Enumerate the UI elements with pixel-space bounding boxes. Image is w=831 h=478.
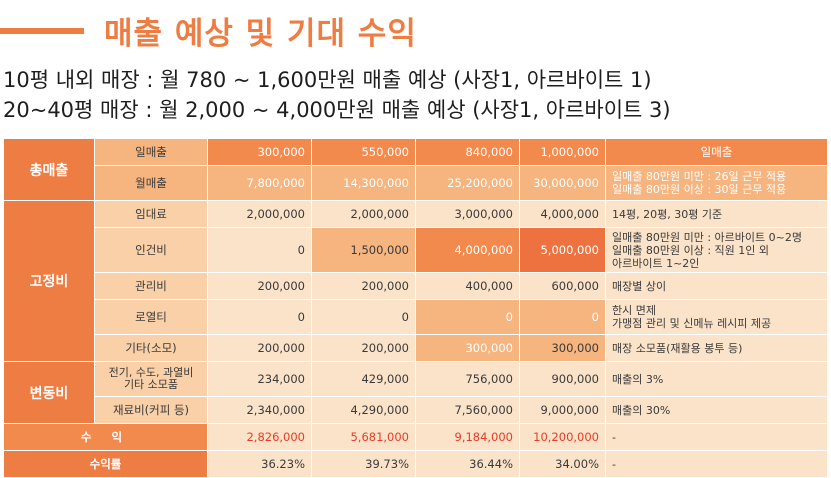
cell: 0 xyxy=(207,227,312,273)
cell: 2,826,000 xyxy=(207,423,312,451)
row-monthly-sales: 월매출 7,800,000 14,300,000 25,200,000 30,0… xyxy=(4,165,828,201)
cell: 3,000,000 xyxy=(415,200,520,228)
row-label: 일매출 xyxy=(94,138,208,166)
cell: 0 xyxy=(311,299,416,335)
cell: 5,000,000 xyxy=(519,227,606,273)
row-materials: 재료비(커피 등) 2,340,000 4,290,000 7,560,000 … xyxy=(4,396,828,424)
cell: 300,000 xyxy=(415,334,520,362)
row-other: 기타(소모) 200,000 200,000 300,000 300,000 매… xyxy=(4,334,828,362)
note-cell: 일매출 80만원 미만 : 아르바이트 0~2명 일매출 80만원 이상 : 직… xyxy=(605,227,828,273)
row-management: 관리비 200,000 200,000 400,000 600,000 매장별 … xyxy=(4,272,828,300)
title-accent-bar xyxy=(0,28,84,34)
cell: 4,000,000 xyxy=(415,227,520,273)
note-cell: 매장별 상이 xyxy=(605,272,828,300)
row-label: 관리비 xyxy=(94,272,208,300)
row-rent: 고정비 임대료 2,000,000 2,000,000 3,000,000 4,… xyxy=(3,200,828,362)
cell: 1,500,000 xyxy=(311,227,416,273)
row-label: 월매출 xyxy=(94,165,208,201)
cell: 36.23% xyxy=(207,450,312,478)
cell: 900,000 xyxy=(519,361,606,397)
row-daily-sales: 총매출 일매출 300,000 550,000 840,000 1,000,00… xyxy=(3,138,828,201)
note-cell: 매출의 3% xyxy=(605,361,828,397)
cell: 14,300,000 xyxy=(311,165,416,201)
cell: 2,340,000 xyxy=(207,396,312,424)
row-label: 재료비(커피 등) xyxy=(94,396,208,424)
note-cell: 매출의 30% xyxy=(605,396,828,424)
group-label-revenue: 총매출 xyxy=(3,138,95,201)
row-profit-rate: 수익률 36.23% 39.73% 36.44% 34.00% - xyxy=(3,450,828,478)
summary-small-store: 10평 내외 매장 : 월 780 ~ 1,600만원 매출 예상 (사장1, … xyxy=(3,68,652,92)
cell: 2,000,000 xyxy=(207,200,312,228)
note-cell: 한시 면제 가맹점 관리 및 신메뉴 레시피 제공 xyxy=(605,299,828,335)
cell: 600,000 xyxy=(519,272,606,300)
cell: 400,000 xyxy=(415,272,520,300)
cell: 0 xyxy=(415,299,520,335)
cell: 234,000 xyxy=(207,361,312,397)
row-royalty: 로열티 0 0 0 0 한시 면제 가맹점 관리 및 신메뉴 레시피 제공 xyxy=(4,299,828,335)
cell: 5,681,000 xyxy=(311,423,416,451)
cell: 0 xyxy=(207,299,312,335)
cell: 840,000 xyxy=(415,138,520,166)
cell: 34.00% xyxy=(519,450,606,478)
row-label-profit: 수 익 xyxy=(3,423,208,451)
summary-large-store: 20~40평 매장 : 월 2,000 ~ 4,000만원 매출 예상 (사장1… xyxy=(3,98,671,122)
group-label-fixed: 고정비 xyxy=(3,200,95,362)
note-cell: 매장 소모품(재활용 봉투 등) xyxy=(605,334,828,362)
note-cell: - xyxy=(605,423,828,451)
cell: 200,000 xyxy=(207,334,312,362)
cell: 550,000 xyxy=(311,138,416,166)
row-profit: 수 익 2,826,000 5,681,000 9,184,000 10,200… xyxy=(3,423,828,451)
cell: 200,000 xyxy=(311,272,416,300)
page-title: 매출 예상 및 기대 수익 xyxy=(104,16,417,52)
note-cell: 일매출 xyxy=(605,138,828,166)
cell: 7,800,000 xyxy=(207,165,312,201)
cell: 1,000,000 xyxy=(519,138,606,166)
row-label: 임대료 xyxy=(94,200,208,228)
cell: 30,000,000 xyxy=(519,165,606,201)
cell: 0 xyxy=(519,299,606,335)
row-label: 기타(소모) xyxy=(94,334,208,362)
cell: 200,000 xyxy=(311,334,416,362)
cell: 25,200,000 xyxy=(415,165,520,201)
cell: 4,000,000 xyxy=(519,200,606,228)
row-label: 로열티 xyxy=(94,299,208,335)
note-cell: - xyxy=(605,450,828,478)
cell: 4,290,000 xyxy=(311,396,416,424)
cell: 300,000 xyxy=(519,334,606,362)
note-cell: 14평, 20평, 30평 기준 xyxy=(605,200,828,228)
cell: 200,000 xyxy=(207,272,312,300)
row-label: 인건비 xyxy=(94,227,208,273)
row-labor: 인건비 0 1,500,000 4,000,000 5,000,000 일매출 … xyxy=(4,227,828,273)
cell: 756,000 xyxy=(415,361,520,397)
cell: 36.44% xyxy=(415,450,520,478)
cell: 9,184,000 xyxy=(415,423,520,451)
cell: 2,000,000 xyxy=(311,200,416,228)
revenue-table: 총매출 일매출 300,000 550,000 840,000 1,000,00… xyxy=(3,138,828,478)
cell: 7,560,000 xyxy=(415,396,520,424)
row-label-rate: 수익률 xyxy=(3,450,208,478)
cell: 300,000 xyxy=(207,138,312,166)
row-label: 전기, 수도, 과열비 기타 소모품 xyxy=(94,361,208,397)
cell: 10,200,000 xyxy=(519,423,606,451)
group-label-variable: 변동비 xyxy=(3,361,95,424)
cell: 39.73% xyxy=(311,450,416,478)
cell: 429,000 xyxy=(311,361,416,397)
note-cell: 일매출 80만원 미만 : 26일 근무 적용 일매출 80만원 이상 : 30… xyxy=(605,165,828,201)
cell: 9,000,000 xyxy=(519,396,606,424)
row-utilities: 변동비 전기, 수도, 과열비 기타 소모품 234,000 429,000 7… xyxy=(3,361,828,424)
